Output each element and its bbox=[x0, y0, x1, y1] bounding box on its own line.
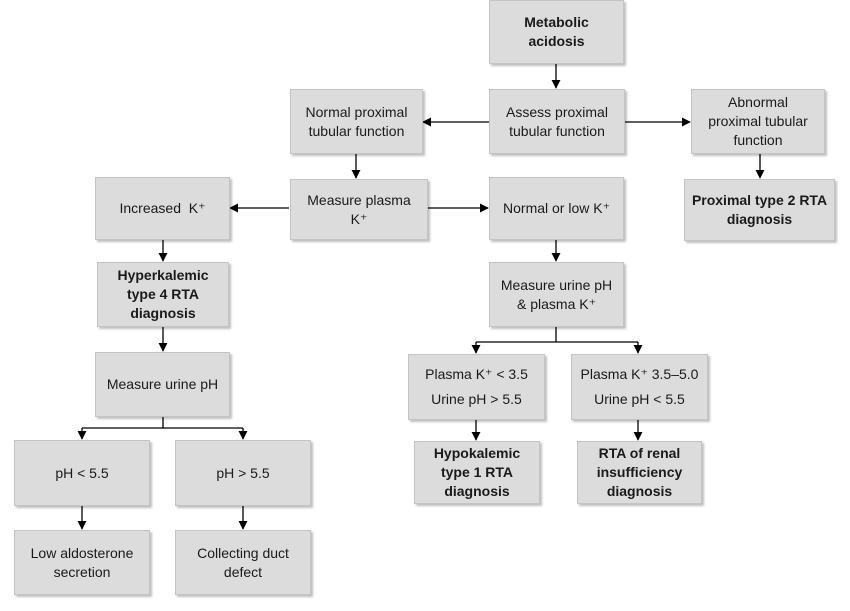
node-proximal-type2-rta: Proximal type 2 RTA diagnosis bbox=[684, 179, 835, 241]
node-line: Plasma K⁺ < 3.5 bbox=[425, 366, 528, 382]
node-line: Abnormal bbox=[728, 94, 788, 110]
node-ph-lt-5-5: pH < 5.5 bbox=[14, 440, 150, 506]
node-line: Normal proximal bbox=[305, 103, 408, 120]
node-line: pH < 5.5 bbox=[55, 464, 109, 481]
node-line: Urine pH > 5.5 bbox=[431, 391, 522, 407]
node-plasma-k-3-5-to-5-0: Plasma K⁺ 3.5–5.0 Urine pH < 5.5 bbox=[571, 354, 708, 420]
node-line: Normal or low K⁺ bbox=[503, 200, 610, 216]
node-line: Hypokalemic bbox=[433, 445, 521, 461]
node-line: Plasma K⁺ 3.5–5.0 bbox=[580, 366, 699, 382]
node-line: Collecting duct bbox=[197, 544, 289, 561]
node-line: secretion bbox=[53, 563, 111, 580]
node-line: Increased K⁺ bbox=[119, 200, 206, 216]
node-line: Metabolic bbox=[524, 14, 589, 30]
node-line: function bbox=[733, 132, 783, 148]
node-line: Assess proximal bbox=[506, 103, 608, 120]
node-line: insufficiency bbox=[596, 464, 683, 480]
node-normal-low-k: Normal or low K⁺ bbox=[489, 177, 624, 240]
node-line: Hyperkalemic bbox=[117, 267, 209, 283]
node-line: diagnosis bbox=[606, 483, 673, 499]
node-line: type 4 RTA bbox=[126, 286, 200, 302]
node-line: Proximal type 2 RTA bbox=[691, 192, 828, 208]
node-low-aldosterone-secretion: Low aldosterone secretion bbox=[14, 530, 150, 595]
node-line: tubular function bbox=[308, 122, 405, 139]
node-line: diagnosis bbox=[726, 211, 793, 227]
node-increased-k: Increased K⁺ bbox=[95, 177, 230, 240]
node-line: Low aldosterone bbox=[30, 544, 134, 561]
node-line: proximal tubular bbox=[708, 113, 808, 129]
node-measure-plasma-k: Measure plasma K⁺ bbox=[290, 179, 428, 240]
node-rta-renal-insufficiency: RTA of renal insufficiency diagnosis bbox=[577, 441, 702, 504]
node-line: diagnosis bbox=[130, 305, 196, 321]
node-line: defect bbox=[223, 563, 263, 580]
node-line: Urine pH < 5.5 bbox=[594, 391, 685, 407]
node-plasma-k-lt-3-5: Plasma K⁺ < 3.5 Urine pH > 5.5 bbox=[408, 354, 545, 420]
node-line: acidosis bbox=[528, 33, 585, 49]
node-line: RTA of renal bbox=[598, 445, 681, 461]
node-line: Measure urine pH bbox=[106, 376, 219, 392]
node-hyperkalemic-type4-rta: Hyperkalemic type 4 RTA diagnosis bbox=[97, 262, 229, 327]
node-hypokalemic-type1-rta: Hypokalemic type 1 RTA diagnosis bbox=[414, 441, 540, 504]
node-line: type 1 RTA bbox=[440, 464, 514, 480]
node-abnormal-proximal: Abnormal proximal tubular function bbox=[691, 89, 825, 154]
node-line: Measure plasma K⁺ bbox=[307, 191, 411, 227]
node-line: & plasma K⁺ bbox=[517, 295, 596, 312]
node-line: tubular function bbox=[509, 122, 605, 139]
node-measure-urine-ph-plasma-k: Measure urine pH & plasma K⁺ bbox=[489, 262, 624, 327]
node-normal-proximal: Normal proximal tubular function bbox=[290, 89, 423, 154]
node-assess-proximal: Assess proximal tubular function bbox=[489, 89, 625, 154]
node-measure-urine-ph: Measure urine pH bbox=[95, 352, 230, 417]
node-line: diagnosis bbox=[444, 483, 510, 499]
node-ph-gt-5-5: pH > 5.5 bbox=[175, 440, 311, 506]
node-collecting-duct-defect: Collecting duct defect bbox=[175, 530, 311, 595]
node-line: Measure urine pH bbox=[500, 276, 613, 293]
node-metabolic-acidosis: Metabolic acidosis bbox=[489, 0, 624, 64]
node-line: pH > 5.5 bbox=[216, 464, 270, 481]
